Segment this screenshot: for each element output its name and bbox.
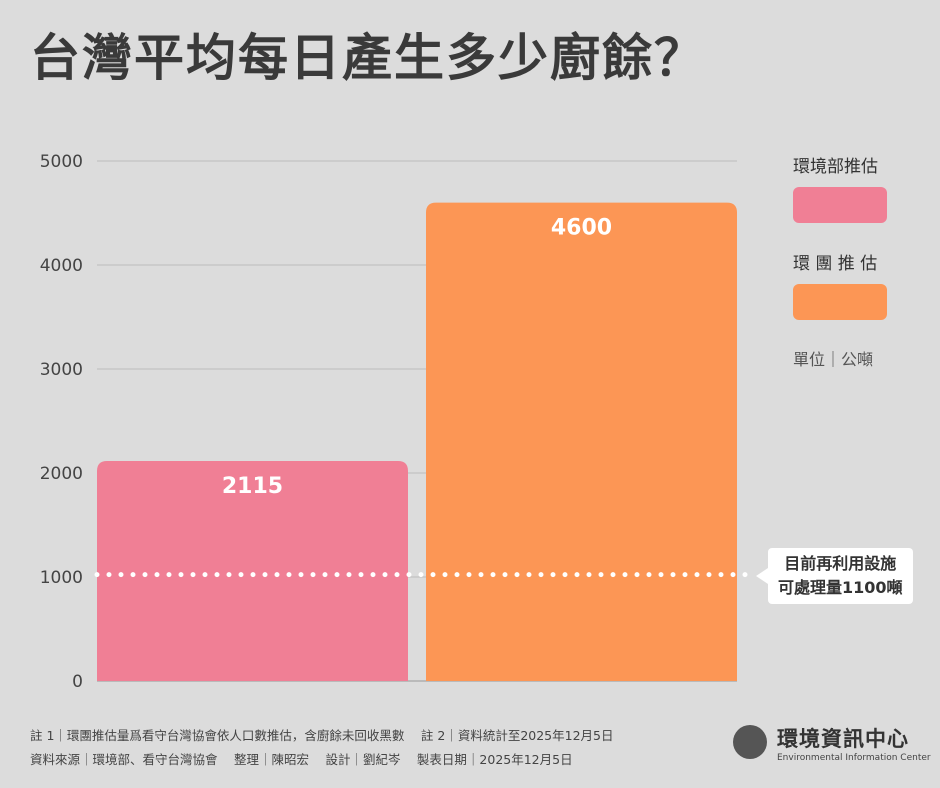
legend-label-ngo: 環 團 推 估 [793, 254, 878, 274]
y-tick-label-2: 2000 [40, 464, 83, 484]
y-axis-labels: 0 1000 2000 3000 4000 5000 [40, 152, 83, 692]
y-tick-label-0: 0 [72, 672, 83, 692]
logo-en: Environmental Information Center [777, 753, 931, 763]
footnote-line1: 註 1｜環團推估量爲看守台灣協會依人口數推估，含廚餘未回收黑數 註 2｜資料統計… [30, 728, 614, 743]
legend-swatch-moenv [793, 187, 887, 223]
unit-label: 單位｜公噸 [793, 350, 874, 369]
footnotes: 註 1｜環團推估量爲看守台灣協會依人口數推估，含廚餘未回收黑數 註 2｜資料統計… [30, 724, 614, 772]
y-tick-label-5: 5000 [40, 152, 83, 172]
legend-label-moenv: 環境部推估 [793, 157, 878, 177]
reference-callout: 目前再利用設施 可處理量1100噸 [756, 548, 913, 604]
bars: 2115 4600 [97, 202, 737, 681]
logo-name: 環境資訊中心 [777, 727, 909, 751]
y-tick-label-1: 1000 [40, 568, 83, 588]
reference-label-line1: 目前再利用設施 [784, 554, 897, 573]
globe-icon [733, 725, 767, 759]
footnote-line2: 資料來源｜環境部、看守台灣協會 整理｜陳昭宏 設計｜劉紀岑 製表日期｜2025年… [30, 752, 573, 767]
reference-label-line2: 可處理量1100噸 [778, 578, 903, 597]
bar-value-label-0: 2115 [222, 474, 283, 499]
legend-swatch-ngo [793, 284, 887, 320]
page-title: 台灣平均每日產生多少廚餘？ [30, 29, 706, 87]
bar-value-label-1: 4600 [551, 216, 612, 241]
bar-1 [426, 202, 737, 681]
bar-0 [97, 461, 408, 681]
y-tick-label-4: 4000 [40, 256, 83, 276]
y-tick-label-3: 3000 [40, 360, 83, 380]
legend: 環境部推估 環 團 推 估 單位｜公噸 [793, 152, 913, 370]
